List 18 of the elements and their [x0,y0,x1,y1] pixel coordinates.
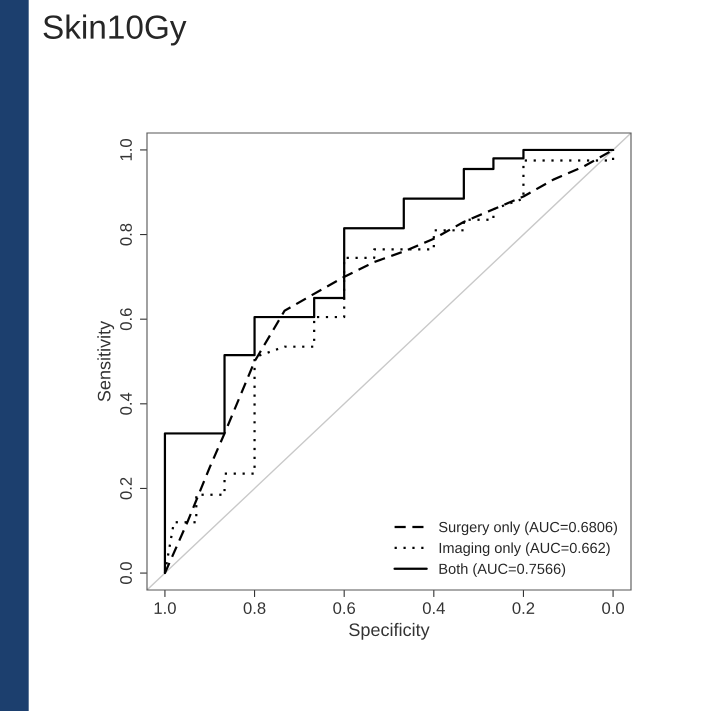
y-tick-label: 0.2 [120,478,132,500]
y-tick-label: 0.6 [120,308,132,330]
legend-label: Surgery only (AUC=0.6806) [439,522,617,536]
y-tick-label: 0.8 [120,224,132,246]
x-tick-label: 0.4 [422,602,445,614]
x-tick-label: 0.0 [602,602,624,614]
x-tick-label: 0.6 [333,602,356,614]
x-tick-label: 0.8 [244,602,266,614]
legend-label: Imaging only (AUC=0.662) [440,542,610,556]
y-tick-label: 0.0 [120,562,132,584]
x-tick-label: 0.2 [512,602,534,614]
y-tick-label: 1.0 [120,138,132,160]
y-axis-title: Sensitivity [97,320,114,402]
chart-title: Skin10Gy [44,14,186,46]
legend-label: Both (AUC=0.7566) [440,563,566,577]
x-tick-label: 1.0 [154,602,176,614]
x-axis-title: Specificity [349,622,430,640]
y-tick-label: 0.4 [120,392,132,415]
